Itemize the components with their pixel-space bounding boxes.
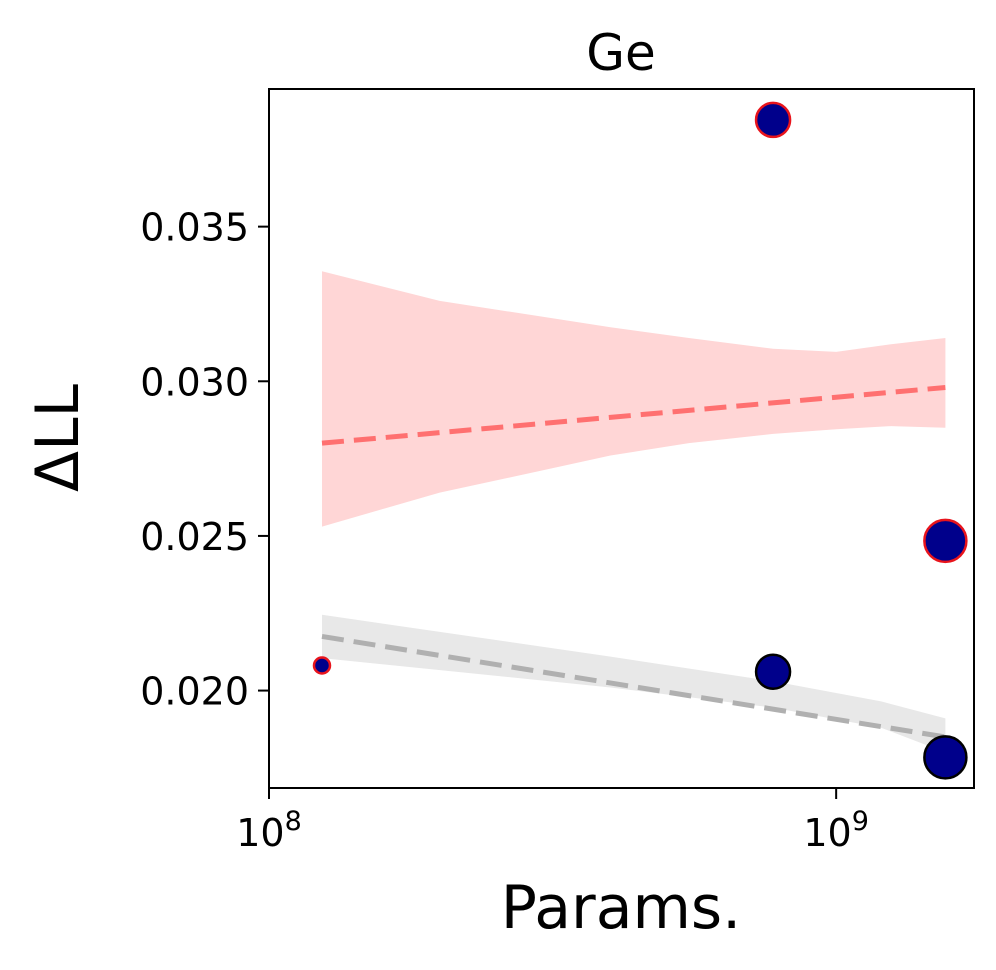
trend-line-1 — [321, 633, 946, 740]
confidence-band-1 — [322, 614, 946, 753]
data-point-0-2 — [923, 518, 968, 564]
data-point-1-1 — [923, 735, 968, 780]
y-tick-label: 0.025 — [140, 515, 249, 559]
data-point-1-0 — [754, 653, 792, 690]
y-tick-label: 0.020 — [140, 670, 249, 714]
y-axis-label: ΔLL — [23, 383, 93, 491]
confidence-band-0 — [322, 271, 946, 527]
data-point-0-1 — [754, 101, 792, 139]
x-axis-label: Params. — [501, 873, 741, 943]
data-points — [312, 101, 968, 780]
x-axis-ticks: 108 109 — [236, 788, 869, 855]
trend-line-0 — [321, 384, 946, 446]
y-tick-label: 0.035 — [140, 206, 249, 250]
trend-lines — [321, 384, 946, 740]
data-point-0-0 — [312, 656, 332, 675]
x-tick-label: 108 — [236, 806, 302, 855]
plot-frame — [268, 88, 975, 789]
confidence-bands — [322, 271, 946, 753]
chart-title: Ge — [586, 24, 656, 82]
y-axis-ticks: 0.020 0.025 0.030 0.035 — [140, 206, 269, 714]
y-tick-label: 0.030 — [140, 360, 249, 404]
x-tick-label: 109 — [803, 806, 869, 855]
